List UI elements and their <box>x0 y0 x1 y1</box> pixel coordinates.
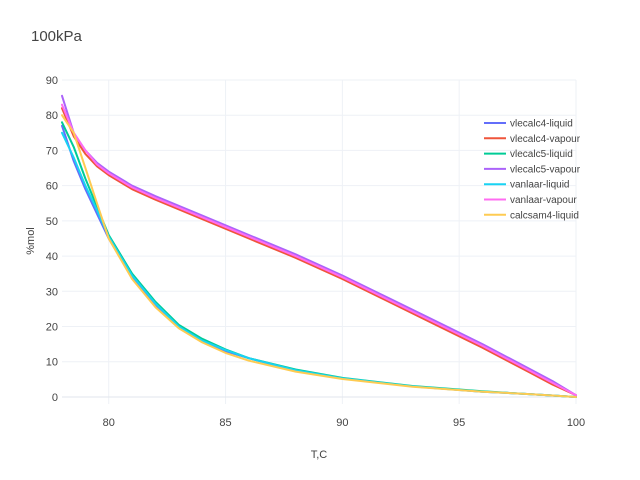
legend-label: vlecalc4-vapour <box>510 134 581 145</box>
legend-label: vlecalc4-liquid <box>510 119 573 130</box>
x-tick-label: 90 <box>336 417 348 429</box>
x-tick-label: 100 <box>567 417 585 429</box>
y-tick-label: 40 <box>46 251 58 263</box>
legend-label: vanlaar-liquid <box>510 180 569 191</box>
series-line-vlecalc5-vapour[interactable] <box>61 94 577 397</box>
series-line-calcsam4-liquid[interactable] <box>61 114 577 398</box>
x-tick-label: 85 <box>219 417 231 429</box>
chart-title: 100kPa <box>31 28 83 45</box>
grid <box>62 79 577 404</box>
series-line-vlecalc4-vapour[interactable] <box>61 107 577 397</box>
legend-item[interactable]: vlecalc5-liquid <box>484 149 573 160</box>
y-tick-label: 90 <box>46 75 58 87</box>
legend-item[interactable]: vlecalc4-vapour <box>484 134 581 145</box>
x-tick-label: 80 <box>103 417 115 429</box>
legend-item[interactable]: vlecalc5-vapour <box>484 164 581 175</box>
x-axis-ticks: 80 85 90 95 100 <box>103 417 586 429</box>
y-tick-label: 20 <box>46 322 58 334</box>
legend-label: vlecalc5-liquid <box>510 149 573 160</box>
legend-item[interactable]: vlecalc4-liquid <box>484 119 573 130</box>
y-axis-ticks: 0 10 20 30 40 50 60 70 80 90 <box>46 75 58 404</box>
y-tick-label: 30 <box>46 286 58 298</box>
legend-item[interactable]: vanlaar-vapour <box>484 195 577 206</box>
legend[interactable]: vlecalc4-liquid vlecalc4-vapour vlecalc5-l… <box>484 119 581 222</box>
x-tick-label: 95 <box>453 417 465 429</box>
y-tick-label: 10 <box>46 357 58 369</box>
y-tick-label: 60 <box>46 181 58 193</box>
legend-item[interactable]: vanlaar-liquid <box>484 180 569 191</box>
legend-item[interactable]: calcsam4-liquid <box>484 210 579 221</box>
y-tick-label: 80 <box>46 110 58 122</box>
legend-label: calcsam4-liquid <box>510 210 579 221</box>
x-axis-label: T,C <box>311 449 328 461</box>
legend-label: vlecalc5-vapour <box>510 164 581 175</box>
legend-label: vanlaar-vapour <box>510 195 577 206</box>
y-axis-label: %mol <box>25 227 37 255</box>
y-tick-label: 70 <box>46 145 58 157</box>
y-tick-label: 0 <box>52 392 58 404</box>
series-lines[interactable] <box>61 94 577 398</box>
series-line-vanlaar-vapour[interactable] <box>61 103 577 397</box>
y-tick-label: 50 <box>46 216 58 228</box>
